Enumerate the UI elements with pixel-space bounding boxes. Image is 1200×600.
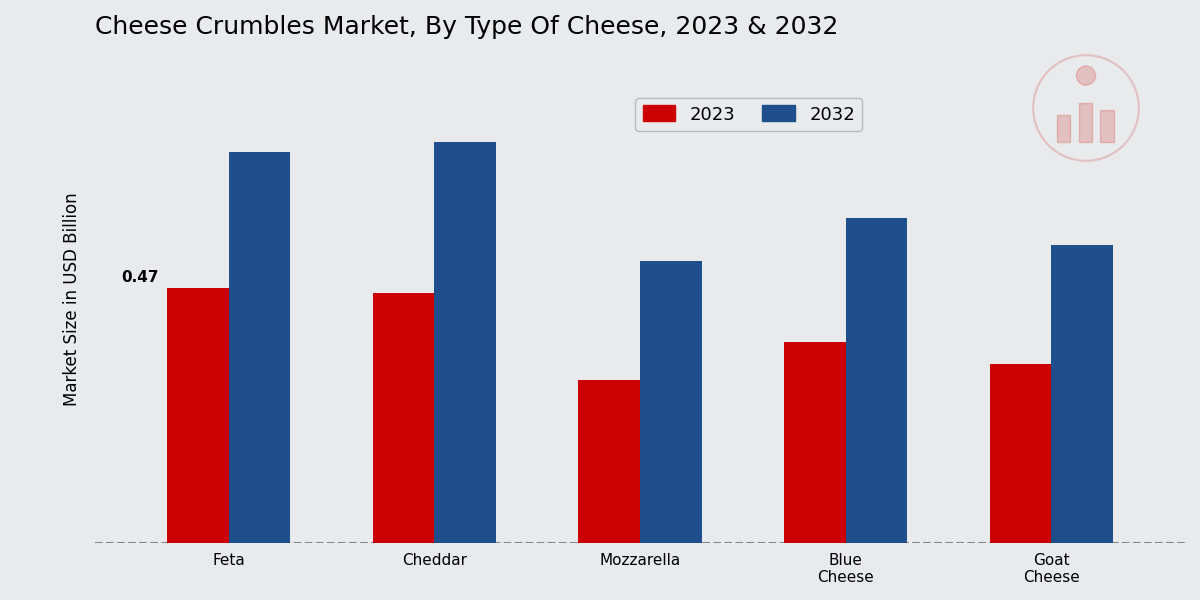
FancyBboxPatch shape — [1100, 110, 1114, 142]
FancyBboxPatch shape — [1079, 103, 1092, 142]
Y-axis label: Market Size in USD Billion: Market Size in USD Billion — [62, 192, 82, 406]
FancyBboxPatch shape — [1057, 115, 1070, 142]
Text: 0.47: 0.47 — [121, 270, 158, 285]
Circle shape — [1076, 66, 1096, 85]
Bar — [372, 293, 434, 543]
Bar — [167, 288, 228, 543]
Legend: 2023, 2032: 2023, 2032 — [636, 98, 863, 131]
Bar — [990, 364, 1051, 543]
Bar — [1051, 245, 1114, 543]
Bar — [846, 218, 907, 543]
Bar — [578, 380, 640, 543]
Bar — [228, 152, 290, 543]
Bar — [640, 261, 702, 543]
Bar — [434, 142, 496, 543]
Bar — [784, 342, 846, 543]
Text: Cheese Crumbles Market, By Type Of Cheese, 2023 & 2032: Cheese Crumbles Market, By Type Of Chees… — [95, 15, 839, 39]
